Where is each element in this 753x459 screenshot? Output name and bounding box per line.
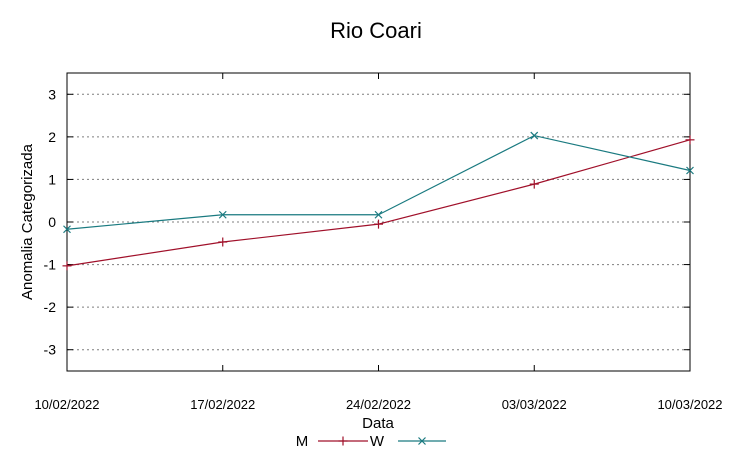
y-tick-label: -2 — [44, 299, 57, 315]
legend-entry-M: M — [296, 433, 368, 450]
data-point — [218, 237, 228, 247]
data-point — [374, 210, 383, 219]
series-line — [66, 139, 691, 267]
data-point — [218, 210, 227, 219]
legend-label: W — [370, 433, 385, 450]
x-tick-label: 24/02/2022 — [346, 397, 411, 412]
data-point — [686, 166, 694, 175]
point-marker-line — [418, 437, 426, 445]
legend-label: M — [296, 433, 309, 450]
y-tick-label: 1 — [48, 171, 56, 187]
legend-entry-W: W — [370, 433, 446, 450]
x-tick-label: 03/03/2022 — [502, 397, 567, 412]
y-tick-label: -3 — [44, 342, 57, 358]
x-axis-ticks: 10/02/2022 17/02/2022 24/02/2022 03/03/2022… — [34, 73, 723, 412]
y-tick-label: 2 — [48, 129, 56, 145]
point-marker-line — [374, 210, 383, 219]
legend-swatch-marker — [338, 436, 348, 446]
data-point — [374, 219, 383, 229]
point-marker-line — [530, 131, 539, 140]
data-point — [62, 261, 72, 271]
x-tick-label: 17/02/2022 — [190, 397, 255, 412]
point-marker-line — [63, 225, 71, 234]
y-tick-label: 3 — [48, 86, 56, 102]
data-point — [530, 131, 539, 140]
series-W — [63, 131, 694, 234]
legend-swatch-marker — [418, 437, 426, 445]
x-tick-label: 10/03/2022 — [657, 397, 722, 412]
y-axis-ticks: 3 2 1 0 -1 -2 -3 — [44, 86, 690, 358]
y-tick-label: -1 — [44, 257, 57, 273]
series-M — [62, 135, 695, 271]
chart-title: Rio Coari — [330, 18, 422, 43]
x-axis-label: Data — [362, 415, 394, 432]
data-point — [529, 179, 539, 189]
point-marker-line — [218, 210, 227, 219]
data-point — [685, 135, 695, 145]
data-point — [63, 225, 71, 234]
series-lines — [62, 131, 695, 271]
y-axis-label: Anomalia Categorizada — [19, 143, 36, 300]
y-tick-label: 0 — [48, 214, 56, 230]
x-tick-label: 10/02/2022 — [34, 397, 99, 412]
point-marker-line — [686, 166, 694, 175]
